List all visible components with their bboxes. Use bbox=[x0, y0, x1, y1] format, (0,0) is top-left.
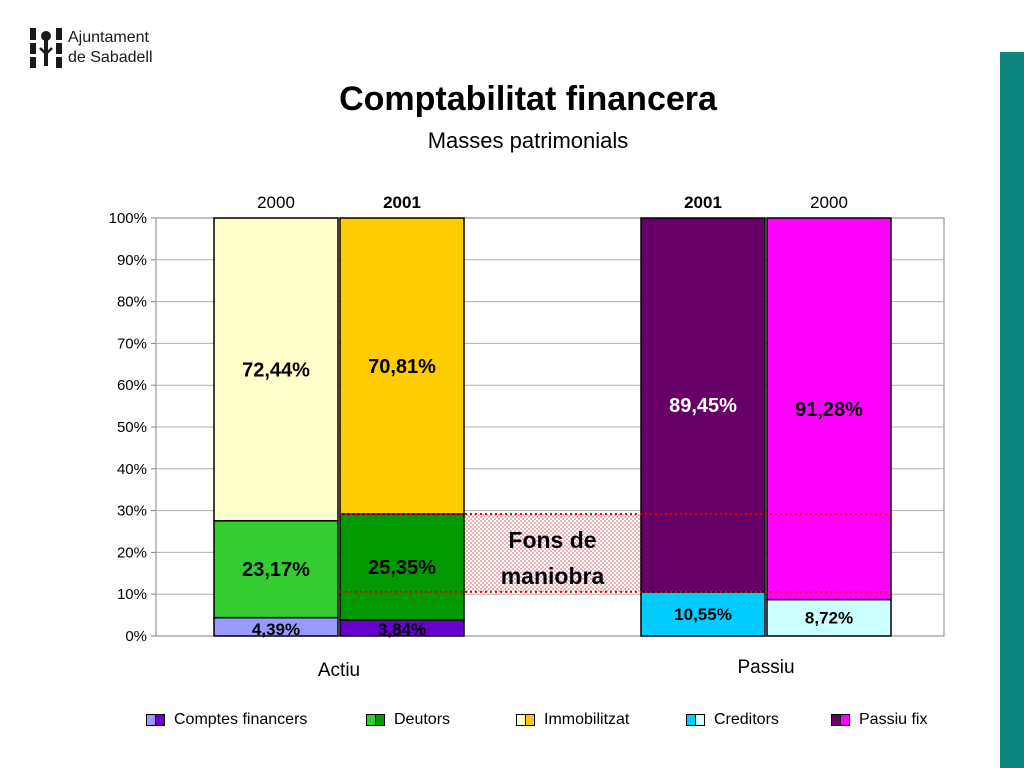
y-tick-label: 10% bbox=[117, 586, 147, 603]
bar-segment bbox=[766, 598, 892, 637]
y-tick-label: 50% bbox=[117, 419, 147, 436]
legend-swatch bbox=[366, 714, 385, 726]
ajuntament-logo: Ajuntament de Sabadell bbox=[28, 26, 178, 74]
accent-side-bar bbox=[1000, 52, 1024, 768]
bar-segment bbox=[640, 217, 766, 593]
y-tick-label: 20% bbox=[117, 544, 147, 561]
page-title: Comptabilitat financera bbox=[339, 80, 717, 118]
legend-label: Passiu fix bbox=[859, 711, 928, 728]
y-tick-label: 30% bbox=[117, 503, 147, 520]
bar-segment bbox=[213, 217, 339, 522]
legend-swatch bbox=[686, 714, 705, 726]
bar-year-label: 2000 bbox=[810, 193, 848, 212]
fons-label-line-1: Fons de bbox=[508, 527, 596, 553]
fons-label-line-2: maniobra bbox=[501, 563, 605, 589]
legend-label: Deutors bbox=[394, 711, 451, 728]
group-label-passiu: Passiu bbox=[737, 657, 794, 678]
bar-year-label: 2001 bbox=[383, 193, 421, 212]
y-tick-label: 80% bbox=[117, 294, 147, 311]
bar-year-label: 2001 bbox=[684, 193, 722, 212]
y-tick-label: 100% bbox=[109, 210, 147, 227]
logo-line-2: de Sabadell bbox=[68, 49, 153, 66]
logo-line-1: Ajuntament bbox=[68, 29, 149, 46]
bar-year-label: 2000 bbox=[257, 193, 295, 212]
data-label: 70,81% bbox=[368, 356, 436, 378]
data-label: 91,28% bbox=[795, 399, 863, 421]
group-label-actiu: Actiu bbox=[318, 660, 360, 681]
data-label: 89,45% bbox=[669, 395, 737, 417]
data-label: 72,44% bbox=[242, 359, 310, 381]
bar-segment bbox=[640, 591, 766, 637]
legend-label: Creditors bbox=[714, 711, 779, 728]
bar-segment bbox=[766, 217, 892, 601]
legend-swatch bbox=[831, 714, 850, 726]
y-tick-label: 70% bbox=[117, 335, 147, 352]
legend-swatch bbox=[146, 714, 165, 726]
legend-swatch bbox=[516, 714, 535, 726]
page-subtitle: Masses patrimonials bbox=[427, 128, 629, 153]
data-label: 4,39% bbox=[252, 620, 300, 639]
y-tick-label: 40% bbox=[117, 461, 147, 478]
data-label: 3,84% bbox=[378, 620, 426, 639]
sabadell-emblem-icon bbox=[30, 28, 62, 68]
y-tick-label: 60% bbox=[117, 377, 147, 394]
y-tick-label: 90% bbox=[117, 252, 147, 269]
data-label: 25,35% bbox=[368, 557, 436, 579]
stacked-bar-chart: 0% 10% 20% 30% 40% 50% 60% 70% 80% 90% 100% 4,39% 23… bbox=[109, 193, 945, 681]
legend-label: Immobilitzat bbox=[544, 711, 630, 728]
bar-segment bbox=[213, 520, 339, 619]
data-label: 8,72% bbox=[805, 609, 853, 628]
data-label: 23,17% bbox=[242, 559, 310, 581]
y-tick-label: 0% bbox=[125, 628, 147, 645]
legend-label: Comptes financers bbox=[174, 711, 308, 728]
fons-de-maniobra-band bbox=[464, 513, 641, 592]
data-label: 10,55% bbox=[674, 605, 732, 624]
bar-segment bbox=[339, 217, 465, 515]
